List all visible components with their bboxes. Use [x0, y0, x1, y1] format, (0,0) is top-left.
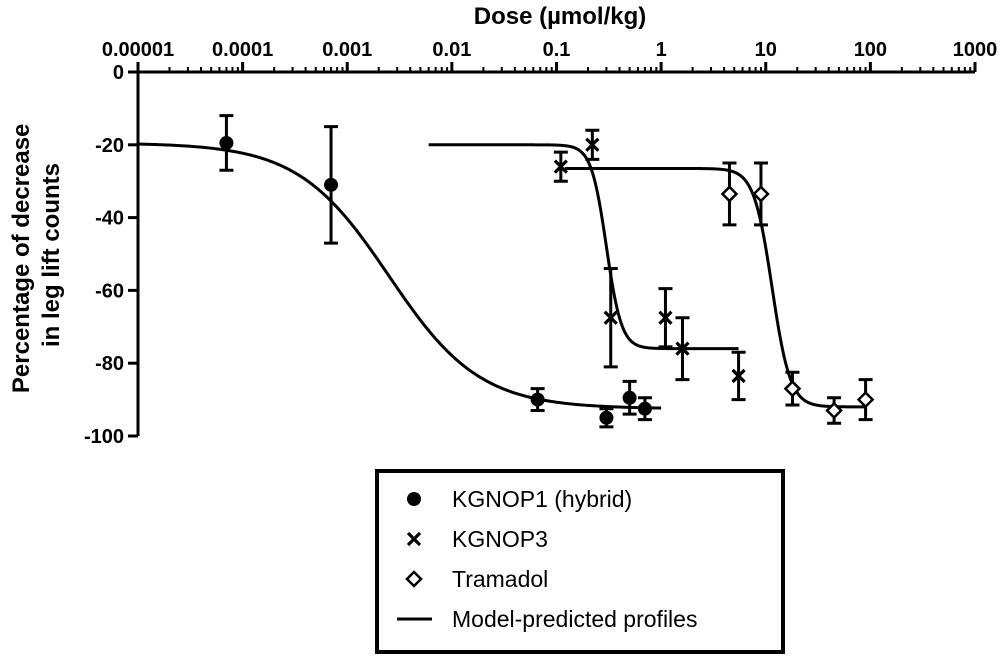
x-tick-label: 1000: [953, 39, 998, 61]
y-axis-title-line-1: Percentage of decrease: [8, 124, 35, 393]
model-curve: [428, 143, 739, 351]
data-point: [622, 390, 637, 405]
data-point: [603, 310, 618, 325]
y-tick-label: -80: [95, 353, 124, 375]
data-point: [856, 390, 875, 409]
data-point: [825, 401, 843, 420]
y-tick-label: -20: [95, 135, 124, 157]
data-point: [599, 410, 614, 425]
x-tick-label: 0.1: [543, 39, 571, 61]
x-tick-label: 1: [656, 39, 667, 61]
x-tick-label: 0.00001: [102, 39, 174, 61]
data-point: [637, 401, 652, 416]
legend-label: KGNOP1 (hybrid): [452, 486, 632, 512]
x-tick-label: 100: [854, 39, 887, 61]
legend-swatch: [406, 531, 422, 547]
data-point: [783, 379, 802, 398]
data-point: [585, 137, 600, 152]
x-tick-label: 0.0001: [212, 39, 273, 61]
y-axis-title-line-2: in leg lift counts: [38, 163, 65, 347]
model-curve: [137, 142, 662, 410]
y-tick-label: 0: [113, 62, 124, 84]
data-points: [219, 114, 875, 429]
legend-label: Model-predicted profiles: [452, 606, 697, 632]
y-tick-label: -100: [84, 426, 124, 448]
data-point: [731, 368, 746, 384]
y-tick-label: -40: [95, 208, 124, 230]
data-point: [324, 177, 339, 192]
y-tick-label: -60: [95, 280, 124, 302]
x-tick-label: 0.01: [432, 39, 471, 61]
legend-swatch: [405, 570, 423, 588]
legend-swatch: [407, 492, 421, 506]
legend: KGNOP1 (hybrid) KGNOP3 Tramadol Model-predi…: [375, 469, 785, 654]
data-point: [219, 135, 234, 150]
model-curve: [564, 166, 866, 409]
axes: 0.00001 0.0001 0.001 0.01 0.1 1 10 100 1000 0 -20 -…: [84, 39, 997, 448]
model-curves: [137, 142, 866, 410]
x-tick-label: 10: [755, 39, 777, 61]
x-axis-title: Dose (µmol/kg): [474, 3, 647, 30]
legend-label: Tramadol: [452, 566, 548, 592]
data-point: [720, 185, 739, 203]
legend-label: KGNOP3: [452, 526, 548, 552]
x-tick-label: 0.001: [322, 39, 372, 61]
data-point: [553, 159, 568, 174]
data-point: [658, 310, 673, 325]
data-point: [675, 341, 690, 356]
data-point: [530, 392, 545, 407]
legend-box: [375, 469, 785, 654]
data-point: [752, 185, 770, 203]
y-axis-title: Percentage of decrease in leg lift count…: [8, 117, 65, 393]
